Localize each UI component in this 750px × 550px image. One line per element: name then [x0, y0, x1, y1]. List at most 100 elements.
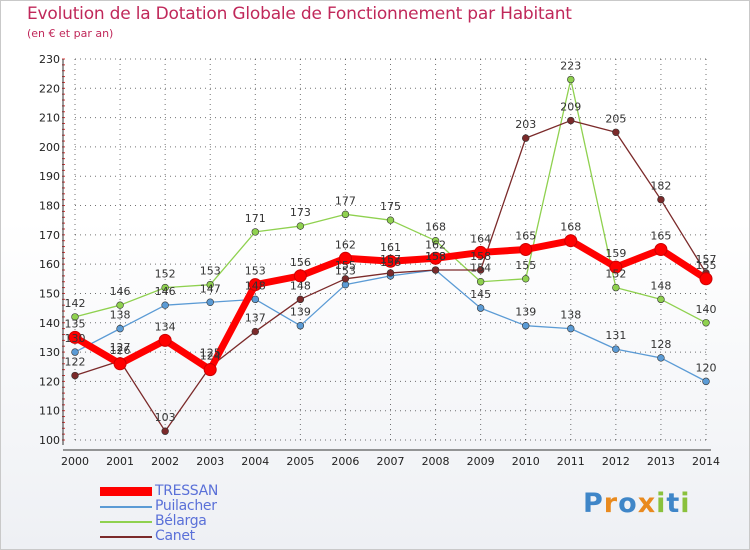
point-Canet-2004 — [251, 327, 259, 336]
data-label-TRESSAN-2004: 153 — [245, 265, 266, 278]
y-tick-label-140: 140 — [39, 317, 60, 330]
point-TRESSAN-2007 — [384, 254, 397, 268]
y-tick-label-130: 130 — [39, 346, 60, 359]
point-Bélarga-2000 — [71, 313, 79, 321]
x-tick-label-2002: 2002 — [151, 455, 179, 468]
point-Bélarga-2014 — [702, 319, 710, 327]
x-tick-label-2001: 2001 — [106, 455, 134, 468]
point-Bélarga-2004 — [251, 228, 259, 236]
x-tick-label-2011: 2011 — [557, 455, 585, 468]
point-Bélarga-2007 — [386, 216, 395, 224]
point-Bélarga-2011 — [567, 75, 575, 84]
point-TRESSAN-2009 — [474, 245, 488, 259]
data-label-Puilacher-2001: 138 — [110, 309, 131, 322]
point-TRESSAN-2003 — [203, 363, 217, 377]
data-label-TRESSAN-2013: 165 — [650, 230, 671, 243]
point-Bélarga-2012 — [612, 283, 620, 292]
data-label-Bélarga-2014: 140 — [696, 303, 717, 316]
point-Puilacher-2012 — [612, 345, 620, 353]
axes — [62, 58, 711, 451]
legend-label: Bélarga — [155, 513, 207, 529]
data-label-Bélarga-2011: 223 — [560, 60, 581, 73]
data-label-Bélarga-2001: 146 — [110, 285, 131, 298]
data-label-Bélarga-2004: 171 — [245, 212, 266, 225]
data-label-Canet-2005: 148 — [290, 279, 311, 292]
data-label-Bélarga-2003: 153 — [200, 265, 221, 278]
point-Canet-2005 — [296, 295, 305, 304]
point-Puilacher-2014 — [702, 377, 710, 386]
point-Puilacher-2013 — [657, 354, 665, 362]
point-Canet-2012 — [612, 128, 620, 136]
data-label-Puilacher-2012: 131 — [605, 329, 626, 342]
legend-item: Canet — [100, 528, 320, 544]
y-tick-label-220: 220 — [39, 82, 60, 95]
data-label-Puilacher-2007: 156 — [380, 256, 401, 269]
point-Bélarga-2010 — [522, 275, 530, 283]
x-tick-label-2008: 2008 — [422, 455, 450, 468]
data-label-Puilacher-2008: 158 — [425, 250, 446, 263]
point-TRESSAN-2014 — [699, 272, 713, 286]
point-TRESSAN-2001 — [113, 357, 127, 371]
point-TRESSAN-2002 — [158, 333, 172, 347]
data-label-TRESSAN-2005: 156 — [290, 256, 311, 269]
data-label-Canet-2014: 157 — [696, 253, 717, 266]
point-Bélarga-2006 — [341, 210, 350, 219]
data-label-Canet-2007: 157 — [380, 253, 401, 266]
point-Canet-2000 — [71, 371, 79, 380]
data-label-Puilacher-2005: 139 — [290, 306, 311, 319]
y-tick-label-150: 150 — [39, 287, 60, 300]
x-tick-label-2012: 2012 — [602, 455, 630, 468]
point-Canet-2007 — [386, 269, 395, 277]
data-label-Puilacher-2010: 139 — [515, 306, 536, 319]
data-label-Puilacher-2004: 148 — [245, 279, 266, 292]
legend-label: TRESSAN — [155, 483, 219, 499]
legend-item: TRESSAN — [100, 483, 320, 499]
x-tick-label-2006: 2006 — [331, 455, 359, 468]
chart-title: Evolution de la Dotation Globale de Fonc… — [27, 4, 572, 24]
x-tick-label-2000: 2000 — [61, 455, 89, 468]
y-tick-label-200: 200 — [39, 141, 60, 154]
x-tick-label-2003: 2003 — [196, 455, 224, 468]
x-tick-label-2013: 2013 — [647, 455, 675, 468]
data-label-TRESSAN-2007: 161 — [380, 241, 401, 254]
legend-item: Bélarga — [100, 513, 320, 529]
tick-labels: 100 110 120 130 140 150 160 170 180 190 200 210 220 2… — [39, 53, 720, 468]
data-label-Puilacher-2003: 147 — [200, 282, 221, 295]
point-TRESSAN-2008 — [429, 251, 443, 265]
y-tick-label-170: 170 — [39, 229, 60, 242]
y-tick-label-190: 190 — [39, 170, 60, 183]
y-tick-label-160: 160 — [39, 258, 60, 271]
y-tick-label-230: 230 — [39, 53, 60, 66]
point-TRESSAN-2005 — [293, 269, 307, 283]
data-label-Canet-2004: 137 — [245, 312, 266, 325]
point-TRESSAN-2011 — [564, 234, 578, 248]
point-Bélarga-2013 — [657, 295, 665, 304]
legend-swatch — [100, 536, 152, 538]
data-label-Puilacher-2009: 145 — [470, 288, 491, 301]
y-tick-label-100: 100 — [39, 434, 60, 447]
data-label-Canet-2012: 205 — [605, 112, 626, 125]
data-label-Puilacher-2013: 128 — [650, 338, 671, 351]
legend-swatch — [100, 521, 152, 523]
point-Puilacher-2011 — [567, 324, 575, 333]
legend: TRESSAN Puilacher Bélarga Canet — [100, 483, 320, 544]
point-Canet-2013 — [657, 195, 665, 204]
data-label-Canet-2000: 122 — [65, 356, 86, 369]
data-label-Canet-2009: 158 — [470, 250, 491, 263]
point-Canet-2009 — [476, 266, 485, 274]
x-tick-label-2007: 2007 — [377, 455, 405, 468]
data-label-Bélarga-2008: 168 — [425, 221, 446, 234]
x-tick-label-2010: 2010 — [512, 455, 540, 468]
legend-label: Canet — [155, 528, 195, 544]
x-tick-label-2009: 2009 — [467, 455, 495, 468]
chart-subtitle: (en € et par an) — [27, 27, 114, 40]
data-label-TRESSAN-2010: 165 — [515, 230, 536, 243]
data-label-Canet-2006: 155 — [335, 259, 356, 272]
data-label-TRESSAN-2012: 159 — [605, 247, 626, 260]
data-label-Puilacher-2002: 146 — [155, 285, 176, 298]
point-TRESSAN-2010 — [519, 243, 533, 256]
y-tick-label-180: 180 — [39, 200, 60, 213]
data-label-Canet-2011: 209 — [560, 101, 581, 114]
series-points — [68, 75, 713, 435]
